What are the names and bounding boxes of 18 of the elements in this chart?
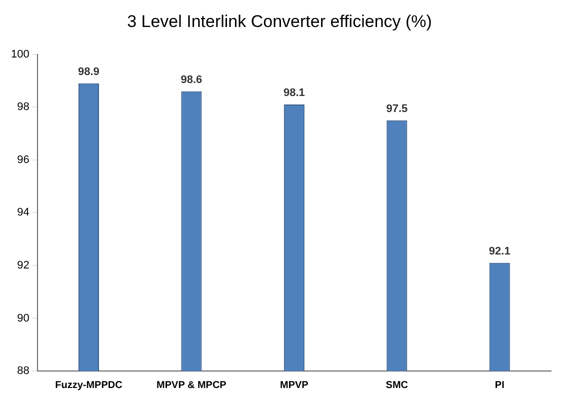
x-tick-label: MPVP & MPCP xyxy=(156,380,227,391)
y-tick-label: 100 xyxy=(10,48,30,60)
y-tick-label: 94 xyxy=(17,206,30,219)
y-tick-label: 92 xyxy=(17,260,30,272)
x-tick-label: MPVP xyxy=(280,380,309,391)
chart-title: 3 Level Interlink Converter efficiency (%) xyxy=(127,12,432,31)
data-label: 98.6 xyxy=(180,74,202,86)
y-tick-label: 90 xyxy=(17,312,30,324)
x-tick-label: SMC xyxy=(386,380,408,391)
x-tick-label: Fuzzy-MPPDC xyxy=(55,380,122,391)
y-tick-label: 98 xyxy=(17,101,30,114)
y-tick-label: 96 xyxy=(17,154,30,166)
data-label: 97.5 xyxy=(386,102,408,115)
x-tick-label: PI xyxy=(494,380,505,391)
data-label: 92.1 xyxy=(488,245,510,258)
data-label: 98.9 xyxy=(78,66,100,78)
y-tick-label: 88 xyxy=(17,365,30,378)
data-label: 98.1 xyxy=(283,87,305,100)
